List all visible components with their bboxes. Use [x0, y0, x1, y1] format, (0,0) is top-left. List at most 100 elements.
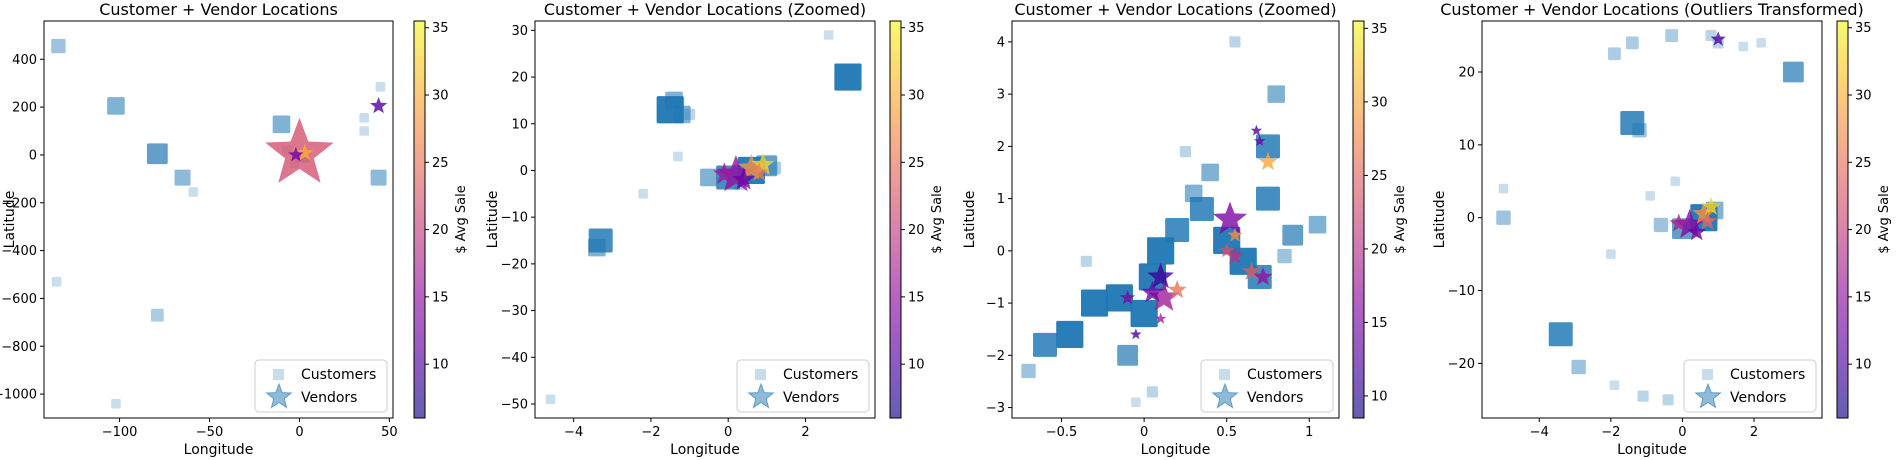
legend-box — [254, 359, 388, 413]
x-tick-label: −100 — [102, 425, 138, 440]
customer-marker — [1056, 320, 1084, 349]
customer-marker — [1080, 289, 1109, 317]
y-tick-label: −200 — [1, 196, 37, 211]
customer-marker — [638, 189, 648, 199]
y-tick-label: −600 — [1, 292, 37, 307]
colorbar-tick-label: 25 — [1855, 156, 1872, 171]
x-tick-label: 2 — [1750, 425, 1758, 440]
x-tick-label: 1 — [1305, 425, 1313, 440]
y-tick-label: 200 — [12, 101, 37, 116]
y-tick-label: −800 — [1, 340, 37, 355]
legend: Customers Vendors — [254, 359, 388, 413]
colorbar-tick-label: 35 — [908, 21, 925, 36]
x-axis-label: Longitude — [670, 442, 740, 458]
customer-marker — [1179, 145, 1192, 158]
colorbar-tick-label: 35 — [432, 21, 449, 36]
legend: Customers Vendors — [736, 359, 870, 413]
customer-marker — [768, 161, 781, 175]
legend-box — [736, 359, 870, 413]
y-tick-label: 0 — [1467, 211, 1475, 226]
x-tick-label: 0.5 — [1216, 425, 1237, 440]
y-tick-label: 0 — [997, 244, 1005, 259]
legend-vendors-label: Vendors — [1247, 390, 1303, 406]
colorbar-tick-label: 35 — [1371, 22, 1388, 37]
vendor-marker — [1242, 261, 1261, 280]
customer-marker — [51, 276, 62, 287]
customer-marker — [673, 105, 691, 124]
customer-marker — [51, 38, 66, 54]
colorbar-gradient — [1352, 20, 1365, 419]
vendor-marker — [1258, 152, 1278, 171]
vendor-marker — [1710, 31, 1726, 46]
vendor-marker — [1167, 280, 1187, 299]
legend-vendors-swatch — [1694, 382, 1722, 409]
vendor-marker — [751, 152, 775, 175]
vendor-marker — [1254, 135, 1266, 146]
y-tick-label: 1 — [997, 192, 1005, 207]
vendor-marker — [1674, 209, 1705, 238]
y-tick-label: −1 — [986, 297, 1005, 312]
y-tick-label: 20 — [511, 71, 528, 86]
vendor-marker — [1212, 201, 1248, 235]
y-tick-label: −20 — [501, 257, 528, 272]
y-tick-label: 20 — [1458, 65, 1475, 80]
x-tick-label: 0 — [1140, 425, 1148, 440]
x-tick-label: 50 — [381, 425, 398, 440]
customer-marker — [188, 187, 199, 197]
customer-marker — [1662, 394, 1674, 406]
y-axis-label: Latitude — [485, 191, 501, 249]
vendor-marker — [1147, 263, 1174, 289]
customer-marker — [1670, 176, 1681, 187]
x-axis-label: Longitude — [184, 442, 254, 458]
colorbar-gradient — [413, 20, 426, 419]
customer-marker — [1165, 217, 1190, 242]
vendor-marker — [732, 167, 755, 190]
x-tick-label: 0 — [724, 425, 732, 440]
y-tick-label: −50 — [501, 397, 528, 412]
customer-marker — [1184, 184, 1203, 203]
customer-marker — [588, 238, 606, 257]
vendor-marker — [1692, 202, 1716, 224]
legend-box — [1683, 359, 1817, 413]
customer-marker — [146, 143, 168, 165]
legend-box — [1200, 359, 1334, 413]
legend-customers-label: Customers — [1247, 367, 1322, 383]
x-tick-label: −2 — [1601, 425, 1620, 440]
legend: Customers Vendors — [1200, 359, 1334, 413]
vendor-marker — [1698, 211, 1717, 230]
y-tick-label: 4 — [997, 35, 1005, 50]
subplot-1: Customer + Vendor Locations −100 −50 0 50 −10… — [0, 0, 469, 458]
y-axis-label: Latitude — [2, 191, 18, 249]
y-tick-label: 0 — [29, 148, 37, 163]
customer-marker — [673, 151, 683, 162]
axes-frame — [1481, 20, 1823, 419]
colorbar-tick-label: 25 — [1371, 169, 1388, 184]
y-tick-label: 30 — [511, 24, 528, 39]
colorbar-tick-label: 25 — [908, 156, 925, 171]
colorbar-tick-label: 30 — [432, 89, 449, 104]
legend-vendors-swatch — [1211, 382, 1239, 409]
customer-marker — [359, 126, 370, 136]
customer-marker — [1606, 249, 1616, 259]
customer-marker — [1308, 215, 1327, 234]
customer-marker — [174, 169, 191, 186]
legend-vendors-swatch — [265, 382, 293, 409]
subplot-4: Customer + Vendor Locations (Outliers Tr… — [1432, 0, 1892, 458]
legend-customers-swatch — [273, 369, 284, 380]
customer-marker — [1625, 36, 1639, 50]
legend-customers-label: Customers — [783, 367, 858, 383]
legend-vendors-swatch — [747, 382, 775, 409]
customer-marker — [683, 108, 696, 121]
vendor-marker — [370, 96, 388, 114]
y-tick-label: 10 — [511, 117, 528, 132]
colorbar-tick-label: 20 — [1371, 242, 1388, 257]
customer-marker — [1282, 224, 1304, 246]
y-tick-label: −10 — [501, 211, 528, 226]
customer-marker — [1277, 248, 1292, 264]
customer-marker — [545, 394, 556, 405]
colorbar-tick-label: 15 — [1371, 316, 1388, 331]
axes-frame — [534, 20, 876, 419]
legend-customers-swatch — [1219, 369, 1230, 380]
y-axis-label: Latitude — [1432, 191, 1448, 249]
